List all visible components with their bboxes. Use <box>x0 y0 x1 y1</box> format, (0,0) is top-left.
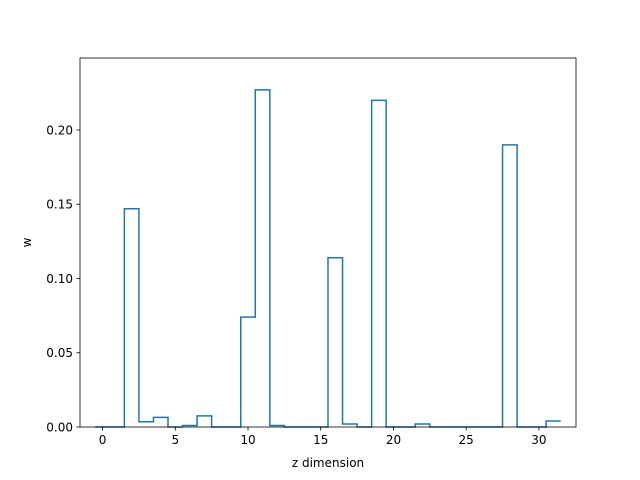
y-tick-label: 0.20 <box>46 123 73 137</box>
x-tick-label: 15 <box>313 433 328 447</box>
x-axis-ticks: 0 5 10 15 20 25 30 <box>99 427 547 447</box>
axes-frame <box>79 57 577 428</box>
y-axis-ticks: 0.00 0.05 0.10 0.15 0.20 <box>46 123 80 434</box>
y-tick-label: 0.00 <box>46 420 73 434</box>
x-tick-label: 20 <box>386 433 401 447</box>
x-tick-label: 10 <box>240 433 255 447</box>
y-tick-label: 0.10 <box>46 272 73 286</box>
x-tick-label: 5 <box>171 433 179 447</box>
x-tick-label: 30 <box>531 433 546 447</box>
x-tick-label: 25 <box>459 433 474 447</box>
y-tick-label: 0.05 <box>46 346 73 360</box>
x-axis-label: z dimension <box>292 456 364 470</box>
x-tick-label: 0 <box>99 433 107 447</box>
y-tick-label: 0.15 <box>46 198 73 212</box>
y-axis-label: w <box>20 237 34 247</box>
